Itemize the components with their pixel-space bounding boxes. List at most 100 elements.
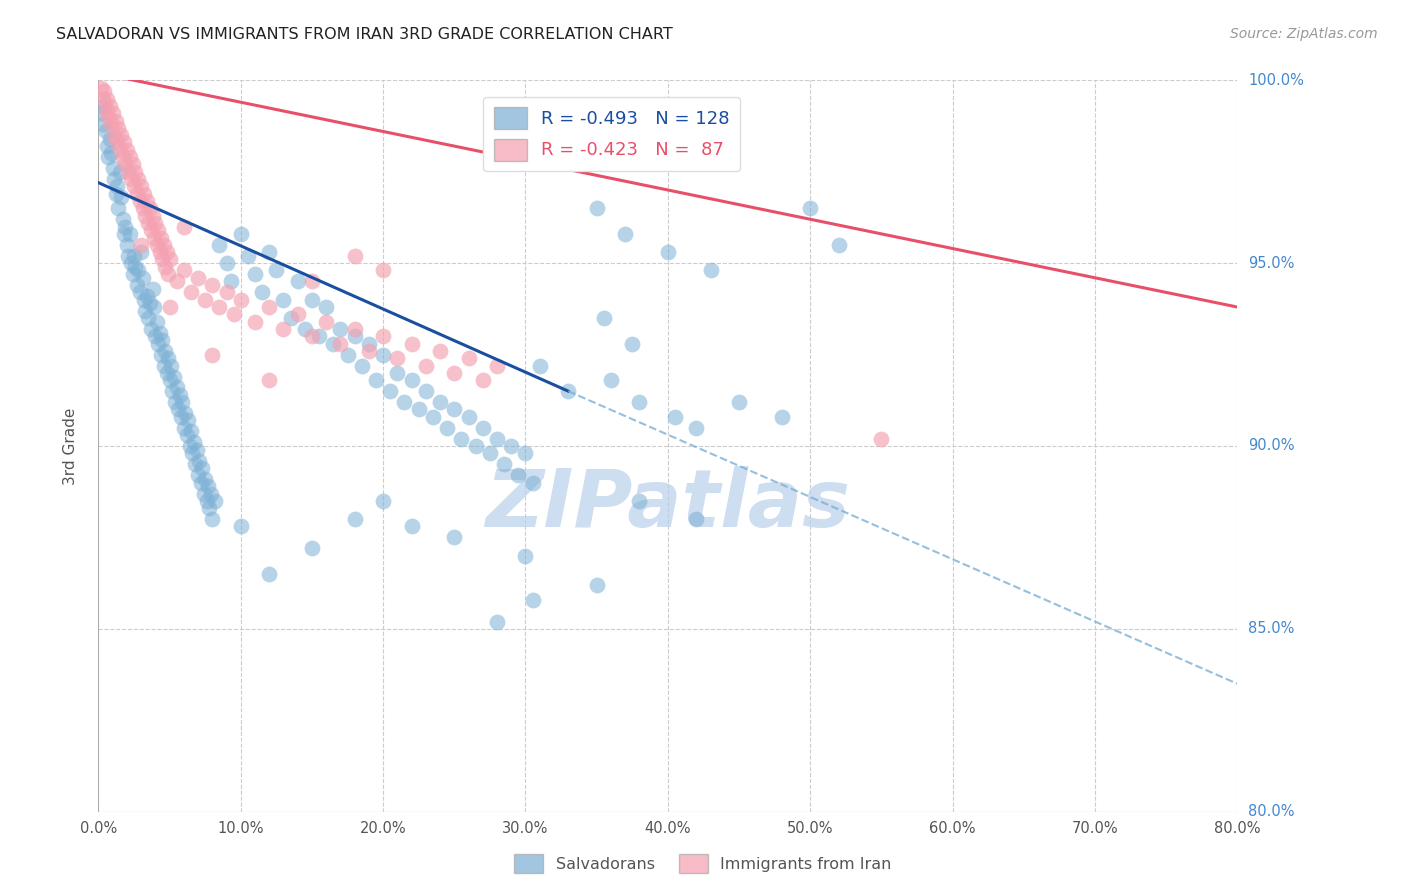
Point [148, 336, 170, 351]
Point [628, 494, 651, 508]
Point [91, 117, 114, 131]
Point [515, 549, 537, 563]
Point [97, 110, 120, 124]
Point [115, 238, 138, 252]
Text: 85.0%: 85.0% [1249, 622, 1295, 636]
Point [799, 202, 821, 216]
Point [101, 161, 124, 175]
Point [471, 373, 494, 387]
Point [371, 494, 394, 508]
Point [371, 348, 394, 362]
Point [148, 223, 170, 237]
Point [131, 202, 153, 216]
Point [329, 322, 352, 336]
Y-axis label: 3rd Grade: 3rd Grade [63, 408, 77, 484]
Point [315, 315, 337, 329]
Point [294, 322, 316, 336]
Point [139, 322, 162, 336]
Point [322, 336, 344, 351]
Point [93, 99, 115, 113]
Point [343, 249, 366, 263]
Point [128, 285, 150, 300]
Point [215, 285, 238, 300]
Point [201, 278, 224, 293]
Point [371, 329, 394, 343]
Point [115, 143, 138, 157]
Point [201, 348, 224, 362]
Point [592, 311, 614, 326]
Point [104, 113, 127, 128]
Point [174, 406, 197, 420]
Point [301, 275, 323, 289]
Point [195, 494, 218, 508]
Point [664, 409, 686, 424]
Point [100, 117, 122, 131]
Point [259, 245, 281, 260]
Point [149, 326, 172, 340]
Point [301, 293, 323, 307]
Point [208, 300, 231, 314]
Text: SALVADORAN VS IMMIGRANTS FROM IRAN 3RD GRADE CORRELATION CHART: SALVADORAN VS IMMIGRANTS FROM IRAN 3RD G… [56, 27, 673, 42]
Point [828, 238, 851, 252]
Point [193, 486, 215, 500]
Point [870, 432, 893, 446]
Point [343, 512, 366, 526]
Point [120, 256, 142, 270]
Point [243, 267, 266, 281]
Point [201, 512, 224, 526]
Point [114, 157, 136, 171]
Point [105, 179, 128, 194]
Point [162, 384, 184, 399]
Point [172, 395, 194, 409]
Point [529, 359, 551, 373]
Point [280, 311, 302, 326]
Point [107, 120, 129, 135]
Point [180, 425, 202, 439]
Point [236, 249, 259, 263]
Point [408, 402, 430, 417]
Point [146, 238, 169, 252]
Text: 80.0%: 80.0% [1249, 805, 1295, 819]
Point [657, 245, 679, 260]
Point [486, 359, 509, 373]
Point [259, 567, 281, 582]
Point [159, 373, 181, 387]
Point [157, 267, 180, 281]
Point [585, 578, 607, 592]
Point [699, 263, 721, 277]
Point [173, 263, 195, 277]
Point [138, 296, 160, 310]
Point [134, 209, 156, 223]
Point [457, 409, 479, 424]
Point [132, 293, 155, 307]
Point [118, 227, 141, 241]
Point [287, 275, 309, 289]
Point [117, 249, 139, 263]
Point [191, 461, 214, 475]
Point [364, 373, 387, 387]
Point [387, 351, 409, 366]
Point [152, 252, 174, 267]
Point [177, 413, 200, 427]
Point [166, 275, 188, 289]
Point [443, 531, 465, 545]
Point [600, 373, 623, 387]
Point [145, 216, 167, 230]
Point [429, 343, 451, 358]
Point [357, 336, 380, 351]
Point [163, 369, 186, 384]
Point [329, 336, 352, 351]
Point [471, 421, 494, 435]
Point [219, 275, 242, 289]
Point [156, 245, 179, 260]
Point [621, 336, 644, 351]
Point [90, 106, 112, 120]
Point [273, 322, 295, 336]
Point [194, 472, 217, 486]
Point [380, 384, 402, 399]
Point [96, 139, 118, 153]
Point [457, 351, 479, 366]
Point [165, 395, 187, 409]
Point [157, 351, 180, 366]
Point [198, 501, 221, 516]
